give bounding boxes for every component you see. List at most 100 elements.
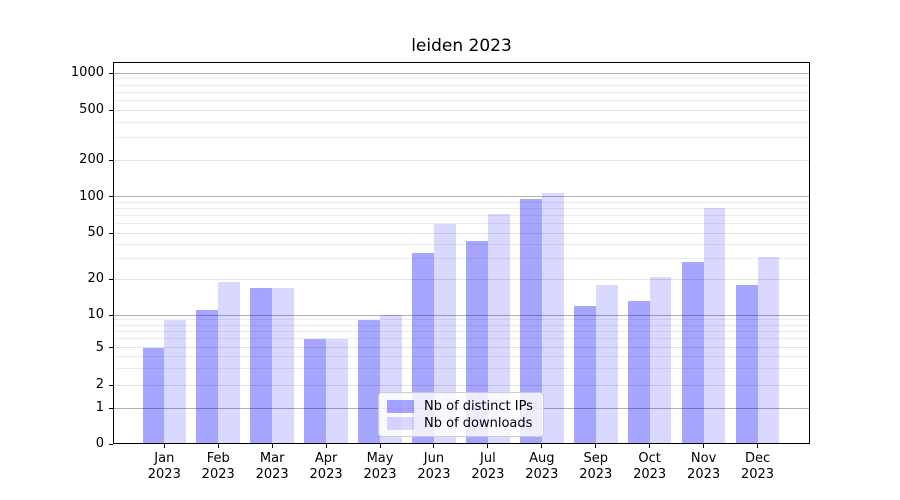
x-tick-month: Jan	[154, 451, 175, 466]
x-tick-month: Jun	[423, 451, 445, 466]
y-tick-mark	[109, 196, 113, 198]
x-tick-label: Aug 2023	[510, 451, 574, 482]
y-tick-label: 100	[79, 188, 104, 204]
minor-gridline	[114, 201, 809, 203]
y-tick-mark	[109, 314, 113, 316]
bar-distinct-ips	[520, 199, 542, 444]
mid-gridline	[114, 347, 809, 348]
y-tick-label: 2	[95, 377, 104, 392]
bar-downloads	[164, 319, 187, 444]
x-tick-year: 2023	[579, 466, 613, 482]
x-tick-mark	[649, 444, 651, 448]
x-tick-mark	[379, 444, 381, 448]
x-tick-year: 2023	[255, 466, 289, 482]
x-tick-label: Dec 2023	[726, 451, 790, 482]
minor-gridline	[114, 258, 809, 260]
major-gridline	[114, 314, 809, 316]
x-tick-year: 2023	[417, 466, 451, 482]
y-tick-mark	[109, 443, 113, 445]
x-tick-label: Feb 2023	[186, 451, 250, 482]
chart-title: leiden 2023	[411, 36, 512, 56]
legend: Nb of distinct IPs Nb of downloads	[378, 392, 544, 437]
x-tick-year: 2023	[525, 466, 559, 482]
x-tick-label: Nov 2023	[672, 451, 736, 482]
legend-entry: Nb of distinct IPs	[387, 398, 535, 414]
minor-gridline	[114, 99, 809, 101]
bar-distinct-ips	[304, 338, 327, 444]
x-tick-year: 2023	[633, 466, 667, 482]
y-tick-label: 0	[95, 436, 104, 451]
x-tick-month: Mar	[259, 451, 285, 466]
mid-gridline	[114, 232, 809, 234]
y-tick-label: 200	[79, 152, 104, 167]
bar-distinct-ips	[358, 319, 381, 444]
y-tick-mark	[109, 232, 113, 234]
minor-gridline	[114, 137, 809, 139]
y-tick-mark	[109, 347, 113, 348]
legend-swatch	[387, 399, 414, 413]
bar-downloads	[487, 214, 510, 444]
minor-gridline	[114, 223, 809, 225]
mid-gridline	[114, 159, 809, 161]
x-tick-month: Oct	[638, 451, 661, 466]
x-tick-mark	[595, 444, 597, 448]
x-tick-month: May	[366, 451, 394, 466]
minor-gridline	[114, 84, 809, 86]
x-tick-month: Dec	[744, 451, 771, 466]
minor-gridline	[114, 338, 809, 340]
bar-downloads	[326, 338, 348, 444]
bar-downloads	[703, 208, 726, 444]
major-gridline	[114, 196, 809, 198]
y-tick-label: 5	[95, 339, 104, 355]
minor-gridline	[114, 356, 809, 358]
x-tick-month: Aug	[529, 451, 555, 466]
y-tick-label: 1	[95, 400, 104, 415]
y-tick-mark	[109, 407, 113, 409]
x-tick-year: 2023	[740, 466, 775, 482]
minor-gridline	[114, 78, 809, 80]
y-tick-mark	[109, 278, 113, 280]
x-tick-month: Jul	[480, 451, 496, 466]
mid-gridline	[114, 278, 809, 280]
x-tick-year: 2023	[687, 466, 721, 482]
y-tick-mark	[109, 109, 113, 111]
legend-entry: Nb of downloads	[387, 415, 535, 431]
bar-distinct-ips	[627, 301, 650, 444]
x-tick-year: 2023	[147, 466, 181, 482]
y-tick-label: 10	[87, 307, 104, 322]
x-tick-year: 2023	[309, 466, 343, 482]
x-tick-label: Mar 2023	[240, 451, 304, 482]
major-gridline	[114, 72, 809, 74]
x-tick-year: 2023	[201, 466, 235, 482]
x-tick-year: 2023	[363, 466, 397, 482]
bar-downloads	[218, 281, 241, 444]
legend-label: Nb of distinct IPs	[424, 398, 533, 414]
y-tick-mark	[109, 72, 113, 74]
bar-downloads	[649, 276, 672, 444]
minor-gridline	[114, 207, 809, 209]
y-tick-mark	[109, 384, 113, 386]
y-tick-mark	[109, 159, 113, 161]
legend-label: Nb of downloads	[424, 415, 533, 431]
bar-distinct-ips	[735, 284, 758, 444]
x-tick-mark	[433, 444, 435, 448]
minor-gridline	[114, 367, 809, 369]
x-tick-label: Jun 2023	[402, 451, 466, 482]
x-tick-mark	[487, 444, 489, 448]
minor-gridline	[114, 121, 809, 123]
legend-swatch	[387, 416, 414, 430]
minor-gridline	[114, 244, 809, 245]
x-tick-mark	[703, 444, 705, 448]
x-tick-mark	[217, 444, 219, 448]
x-tick-month: Nov	[690, 451, 717, 466]
y-tick-label: 20	[87, 271, 104, 287]
x-tick-year: 2023	[471, 466, 505, 482]
bar-downloads	[595, 284, 618, 444]
y-tick-label: 50	[87, 225, 104, 241]
x-tick-label: May 2023	[348, 451, 412, 482]
x-tick-label: Sep 2023	[564, 451, 628, 482]
bar-downloads	[541, 193, 564, 444]
x-tick-mark	[757, 444, 759, 448]
y-tick-label: 1000	[70, 65, 104, 81]
